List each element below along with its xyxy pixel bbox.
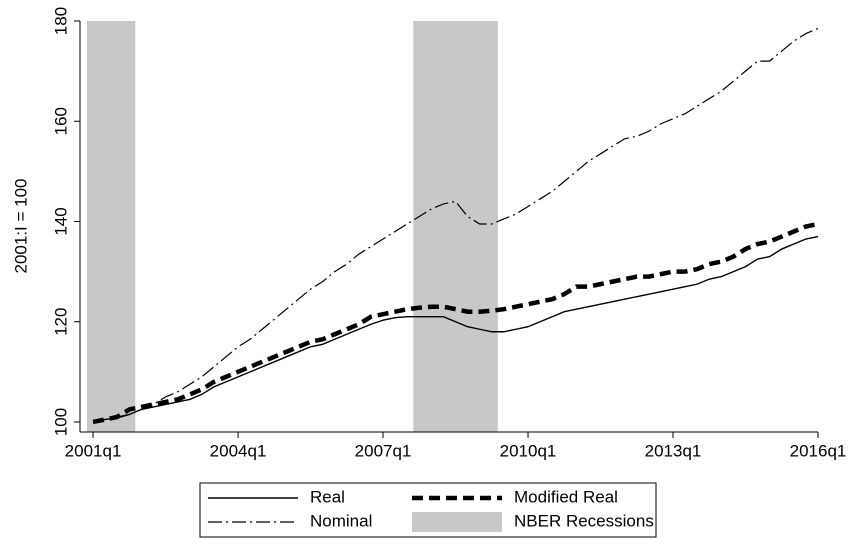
y-tick-label: 100 bbox=[51, 408, 70, 436]
y-axis-label: 2001:I = 100 bbox=[11, 178, 30, 273]
x-tick-label: 2010q1 bbox=[500, 441, 557, 460]
y-tick-label: 160 bbox=[51, 107, 70, 135]
y-tick-label: 180 bbox=[51, 7, 70, 35]
legend-label: NBER Recessions bbox=[514, 511, 654, 530]
legend-swatch bbox=[412, 512, 502, 532]
x-tick-label: 2007q1 bbox=[355, 441, 412, 460]
recession-band bbox=[87, 21, 136, 432]
x-tick-label: 2004q1 bbox=[210, 441, 267, 460]
legend-label: Real bbox=[310, 487, 345, 506]
x-tick-label: 2013q1 bbox=[645, 441, 702, 460]
series-line bbox=[92, 221, 819, 425]
legend: Real Modified Real Nominal NBER Recessions bbox=[199, 482, 657, 538]
legend-label: Modified Real bbox=[514, 487, 618, 506]
recession-band bbox=[413, 21, 498, 432]
y-tick-label: 120 bbox=[51, 308, 70, 336]
x-tick-label: 2001q1 bbox=[65, 441, 122, 460]
y-tick-label: 140 bbox=[51, 207, 70, 235]
series-line bbox=[92, 235, 819, 423]
legend-label: Nominal bbox=[310, 511, 372, 530]
x-tick-label: 2016q1 bbox=[790, 441, 847, 460]
